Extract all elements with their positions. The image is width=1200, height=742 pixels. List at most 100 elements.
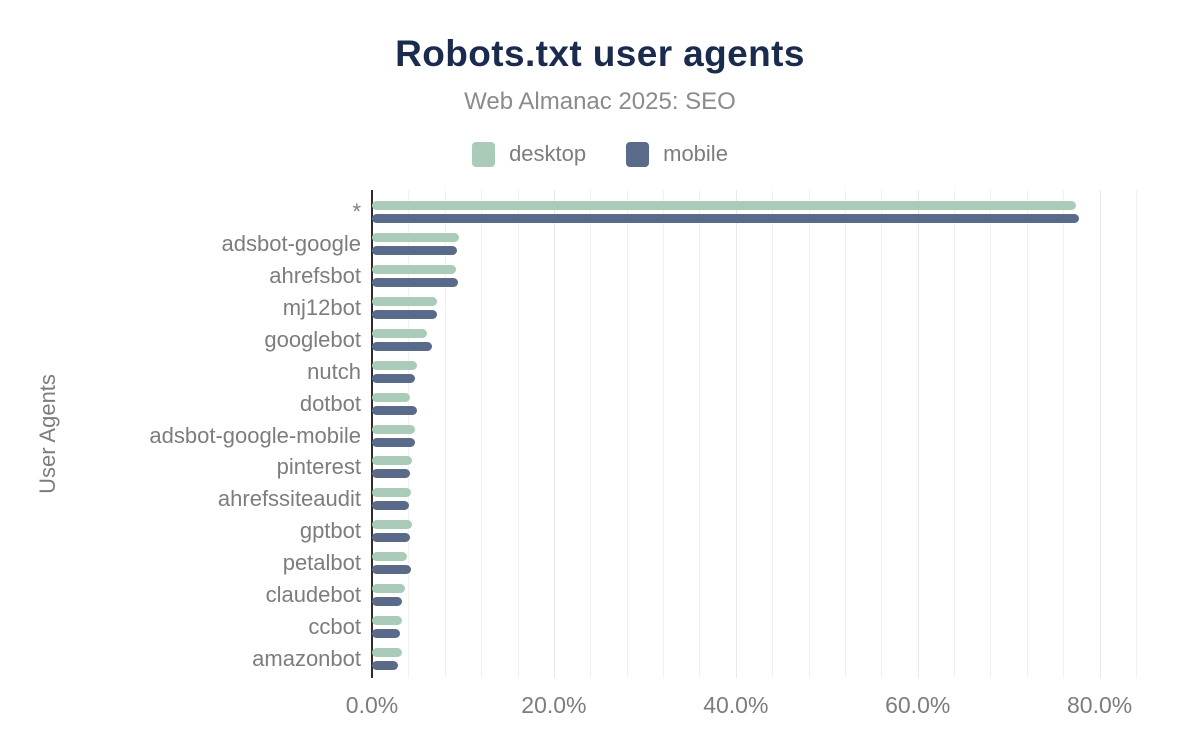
x-tick-label: 20.0% bbox=[521, 692, 587, 718]
category-label: mj12bot bbox=[282, 294, 361, 320]
bar-desktop[interactable] bbox=[372, 392, 411, 402]
bar-group: amazonbot bbox=[252, 643, 1136, 675]
gridline bbox=[990, 190, 992, 678]
bar-desktop[interactable] bbox=[372, 488, 412, 498]
bar-group: claudebot bbox=[266, 579, 1136, 611]
plot-area: * adsbot-google ahrefsbot mj12bot google… bbox=[149, 190, 1137, 678]
bar-mobile[interactable] bbox=[372, 277, 459, 287]
bar-desktop[interactable] bbox=[372, 584, 405, 594]
gridline bbox=[735, 190, 737, 678]
mobile-swatch-icon bbox=[626, 141, 650, 167]
gridline bbox=[444, 190, 446, 678]
bar-desktop[interactable] bbox=[372, 232, 460, 242]
bar-mobile[interactable] bbox=[372, 565, 412, 575]
bar-mobile[interactable] bbox=[372, 661, 399, 671]
gridline bbox=[626, 190, 628, 678]
bar-desktop[interactable] bbox=[372, 616, 402, 626]
bar-mobile[interactable] bbox=[372, 437, 415, 447]
category-label: googlebot bbox=[264, 326, 361, 352]
bar-group: ahrefsbot bbox=[269, 260, 1136, 292]
y-axis-line bbox=[371, 190, 373, 678]
x-axis-tick-labels: 0.0% 20.0% 40.0% 60.0% 80.0% bbox=[346, 692, 1136, 722]
bar-mobile[interactable] bbox=[372, 309, 438, 319]
gridline bbox=[1099, 190, 1101, 678]
chart-subtitle: Web Almanac 2025: SEO bbox=[464, 88, 736, 115]
category-label: ahrefssiteaudit bbox=[217, 486, 361, 512]
gridline bbox=[881, 190, 883, 678]
bar-group: * bbox=[352, 196, 1136, 228]
bar-mobile[interactable] bbox=[372, 341, 433, 351]
category-label: * bbox=[352, 198, 361, 224]
gridline bbox=[1063, 190, 1065, 678]
bar-desktop[interactable] bbox=[372, 264, 456, 274]
bar-group: adsbot-google bbox=[222, 228, 1136, 260]
legend-label-desktop: desktop bbox=[509, 141, 587, 166]
bar-desktop[interactable] bbox=[372, 456, 413, 466]
bar-group: nutch bbox=[307, 356, 1136, 388]
bar-desktop[interactable] bbox=[372, 648, 402, 658]
bar-desktop[interactable] bbox=[372, 200, 1076, 210]
bar-mobile[interactable] bbox=[372, 629, 401, 639]
category-label: claudebot bbox=[265, 582, 361, 608]
bar-mobile[interactable] bbox=[372, 373, 415, 383]
x-tick-label: 60.0% bbox=[885, 692, 951, 718]
legend: desktop mobile bbox=[0, 141, 1200, 167]
category-label: ccbot bbox=[308, 614, 361, 640]
gridline bbox=[1136, 190, 1137, 678]
x-tick-label: 0.0% bbox=[345, 692, 399, 718]
gridline bbox=[590, 190, 592, 678]
category-label: dotbot bbox=[299, 390, 361, 416]
bar-group: ccbot bbox=[308, 611, 1136, 643]
bar-mobile[interactable] bbox=[372, 245, 458, 255]
gridline bbox=[808, 190, 810, 678]
gridline bbox=[1026, 190, 1028, 678]
legend-item-desktop[interactable]: desktop bbox=[472, 141, 586, 167]
bar-group: pinterest bbox=[277, 452, 1136, 484]
legend-label-mobile: mobile bbox=[663, 141, 728, 166]
bar-mobile[interactable] bbox=[372, 405, 418, 415]
bar-group: mj12bot bbox=[283, 292, 1136, 324]
chart-title: Robots.txt user agents bbox=[395, 33, 805, 74]
category-label: amazonbot bbox=[252, 646, 361, 672]
bar-group: googlebot bbox=[264, 324, 1136, 356]
gridline bbox=[699, 190, 701, 678]
bar-mobile[interactable] bbox=[372, 533, 411, 543]
category-label: petalbot bbox=[282, 550, 361, 576]
category-label: nutch bbox=[307, 358, 361, 384]
bar-desktop[interactable] bbox=[372, 424, 415, 434]
bar-desktop[interactable] bbox=[372, 552, 408, 562]
bar-desktop[interactable] bbox=[372, 328, 428, 338]
bar-mobile[interactable] bbox=[372, 597, 402, 607]
bar-group: dotbot bbox=[300, 388, 1136, 420]
bar-mobile[interactable] bbox=[372, 213, 1079, 223]
bar-desktop[interactable] bbox=[372, 296, 437, 306]
category-label: adsbot-google bbox=[221, 230, 361, 256]
gridline bbox=[663, 190, 665, 678]
bar-rows: * adsbot-google ahrefsbot mj12bot google… bbox=[149, 190, 1136, 678]
gridline bbox=[517, 190, 519, 678]
category-label: pinterest bbox=[276, 454, 361, 480]
x-tick-label: 80.0% bbox=[1067, 692, 1133, 718]
gridline bbox=[408, 190, 410, 678]
category-label: ahrefsbot bbox=[269, 262, 361, 288]
gridline bbox=[844, 190, 846, 678]
gridline bbox=[954, 190, 956, 678]
gridline bbox=[553, 190, 555, 678]
bar-desktop[interactable] bbox=[372, 520, 413, 530]
bar-group: gptbot bbox=[300, 515, 1136, 547]
gridline bbox=[917, 190, 919, 678]
bar-group: adsbot-google-mobile bbox=[149, 420, 1136, 452]
category-label: adsbot-google-mobile bbox=[149, 422, 361, 448]
gridline bbox=[772, 190, 774, 678]
category-label: gptbot bbox=[299, 518, 361, 544]
bar-group: petalbot bbox=[283, 547, 1136, 579]
bar-mobile[interactable] bbox=[372, 501, 410, 511]
gridline bbox=[481, 190, 483, 678]
bar-group: ahrefssiteaudit bbox=[218, 483, 1136, 515]
desktop-swatch-icon bbox=[472, 141, 496, 167]
y-axis-title: User Agents bbox=[35, 374, 60, 494]
bar-mobile[interactable] bbox=[372, 469, 411, 479]
bar-desktop[interactable] bbox=[372, 360, 417, 370]
legend-item-mobile[interactable]: mobile bbox=[626, 141, 728, 167]
